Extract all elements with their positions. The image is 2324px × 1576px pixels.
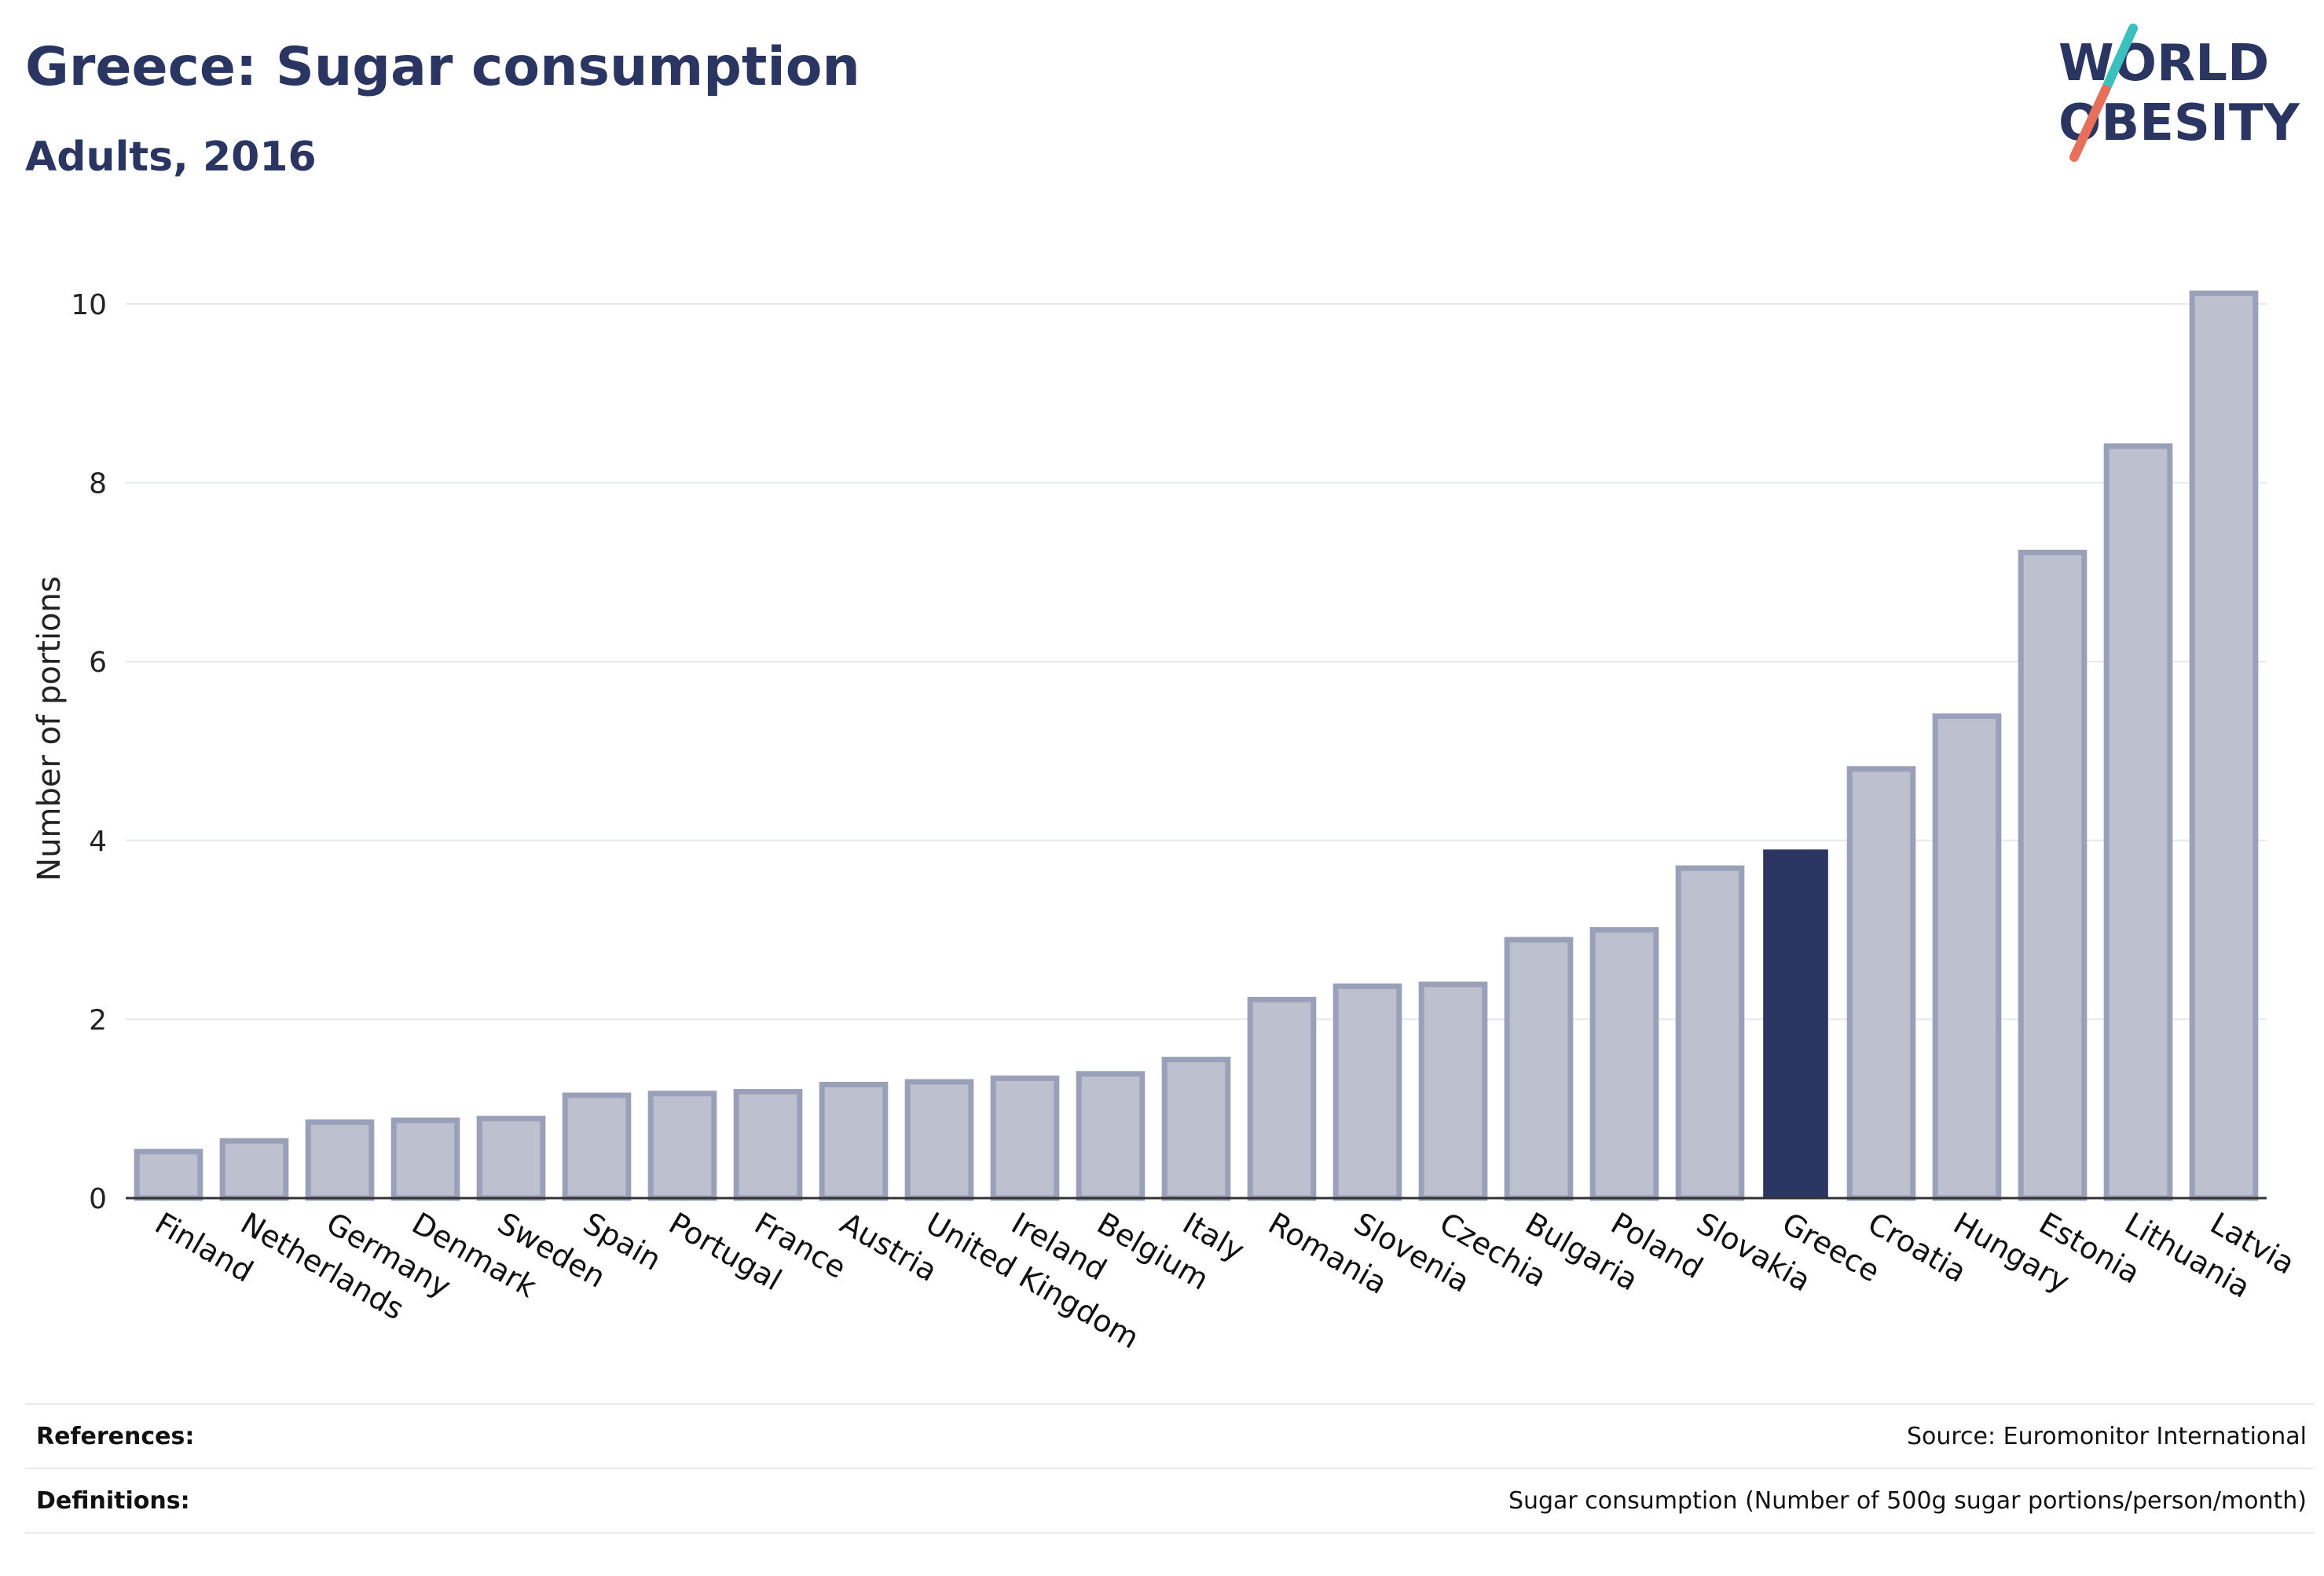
bar-slovenia [1332,983,1402,1201]
definitions-value: Sugar consumption (Number of 500g sugar … [1508,1486,2307,1515]
bar-spain [562,1092,632,1201]
y-tick-label: 0 [89,1183,107,1215]
chart-title: Greece: Sugar consumption [25,36,860,98]
bar-croatia [1846,766,1916,1201]
y-axis-label: Number of portions [31,576,68,881]
bar-united-kingdom [904,1079,974,1201]
bar-italy [1161,1057,1231,1201]
y-tick-label: 8 [89,468,107,500]
bar-ireland [990,1075,1060,1201]
bar-latvia [2189,290,2259,1201]
x-tick-label: Croatia [1862,1206,1972,1289]
bar-czechia [1418,981,1488,1201]
bar-finland [134,1149,203,1201]
footer-divider [25,1532,2315,1534]
bar-netherlands [219,1138,289,1201]
bar-lithuania [2103,443,2173,1201]
bar-slovakia [1675,865,1745,1201]
bar-hungary [1932,713,2002,1201]
definitions-row: Definitions: Sugar consumption (Number o… [25,1468,2315,1532]
chart-subtitle: Adults, 2016 [25,134,317,181]
logo-text-world: WORLD [2058,35,2269,93]
bar-estonia [2018,549,2088,1201]
bars [134,290,2259,1201]
bar-denmark [390,1117,460,1201]
x-tick-label: Finland [149,1206,259,1289]
bar-austria [819,1081,889,1201]
x-tick-label: Austria [834,1206,943,1288]
references-row: References: Source: Euromonitor Internat… [25,1403,2315,1468]
y-tick-label: 10 [71,289,107,321]
bar-france [733,1089,803,1201]
bar-sweden [476,1116,546,1201]
references-value: Source: Euromonitor International [1906,1422,2307,1450]
y-tick-label: 4 [89,826,107,858]
bar-belgium [1076,1071,1146,1201]
y-tick-label: 2 [89,1004,107,1036]
bar-poland [1589,927,1659,1201]
bar-portugal [647,1090,717,1201]
logo-slash-coral [2069,85,2110,162]
bar-romania [1247,996,1317,1201]
y-tick-label: 6 [89,647,107,679]
bar-germany [305,1119,375,1201]
world-obesity-logo: WORLD OBESITY [2058,24,2300,162]
bar-greece [1763,849,1828,1200]
logo-slash-teal [2101,24,2138,94]
bar-bulgaria [1504,936,1574,1201]
references-label: References: [36,1422,195,1450]
definitions-label: Definitions: [36,1486,190,1515]
